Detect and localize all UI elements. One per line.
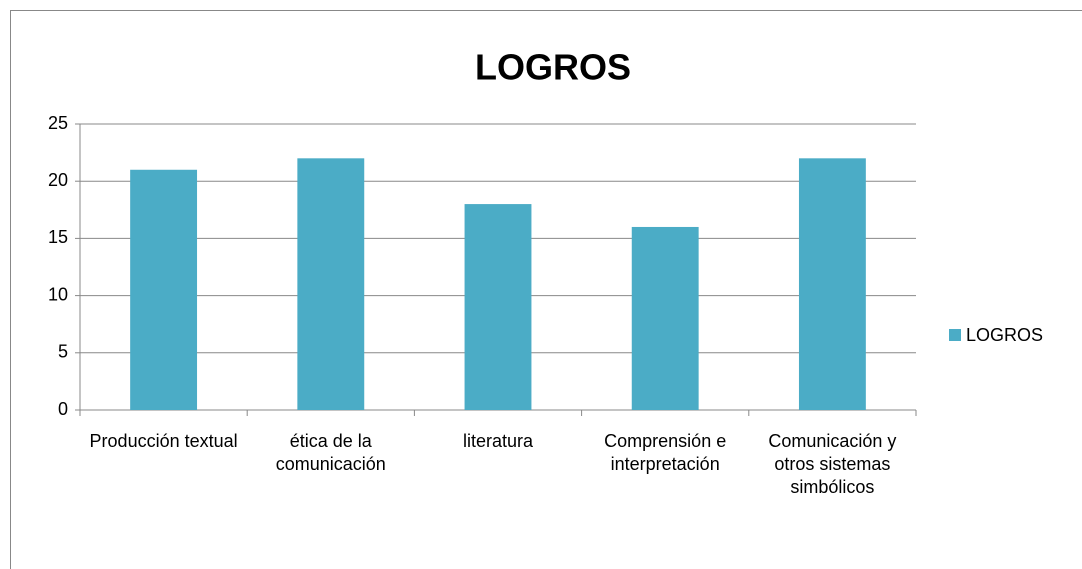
y-tick-label: 5 — [58, 342, 68, 362]
legend-label: LOGROS — [966, 325, 1043, 345]
x-tick-label: Comunicación y otros sistemas simbólicos — [768, 431, 897, 497]
x-tick-label: Producción textual — [89, 431, 238, 451]
y-tick-label: 0 — [58, 399, 68, 419]
bar — [297, 158, 365, 410]
x-tick-label: literatura — [462, 431, 534, 451]
x-tick-label: Comprensión e interpretación — [604, 431, 727, 474]
y-tick-label: 10 — [48, 284, 68, 304]
y-tick-label: 15 — [48, 227, 68, 247]
y-tick-label: 25 — [48, 113, 68, 133]
bar — [464, 204, 532, 410]
y-tick-label: 20 — [48, 170, 68, 190]
x-tick-label: ética de la comunicación — [275, 431, 386, 474]
bar — [130, 169, 198, 410]
bar — [798, 158, 866, 410]
chart-border — [10, 10, 1082, 569]
legend-swatch — [949, 329, 961, 341]
chart-title: LOGROS — [475, 47, 631, 88]
bar — [631, 226, 699, 410]
